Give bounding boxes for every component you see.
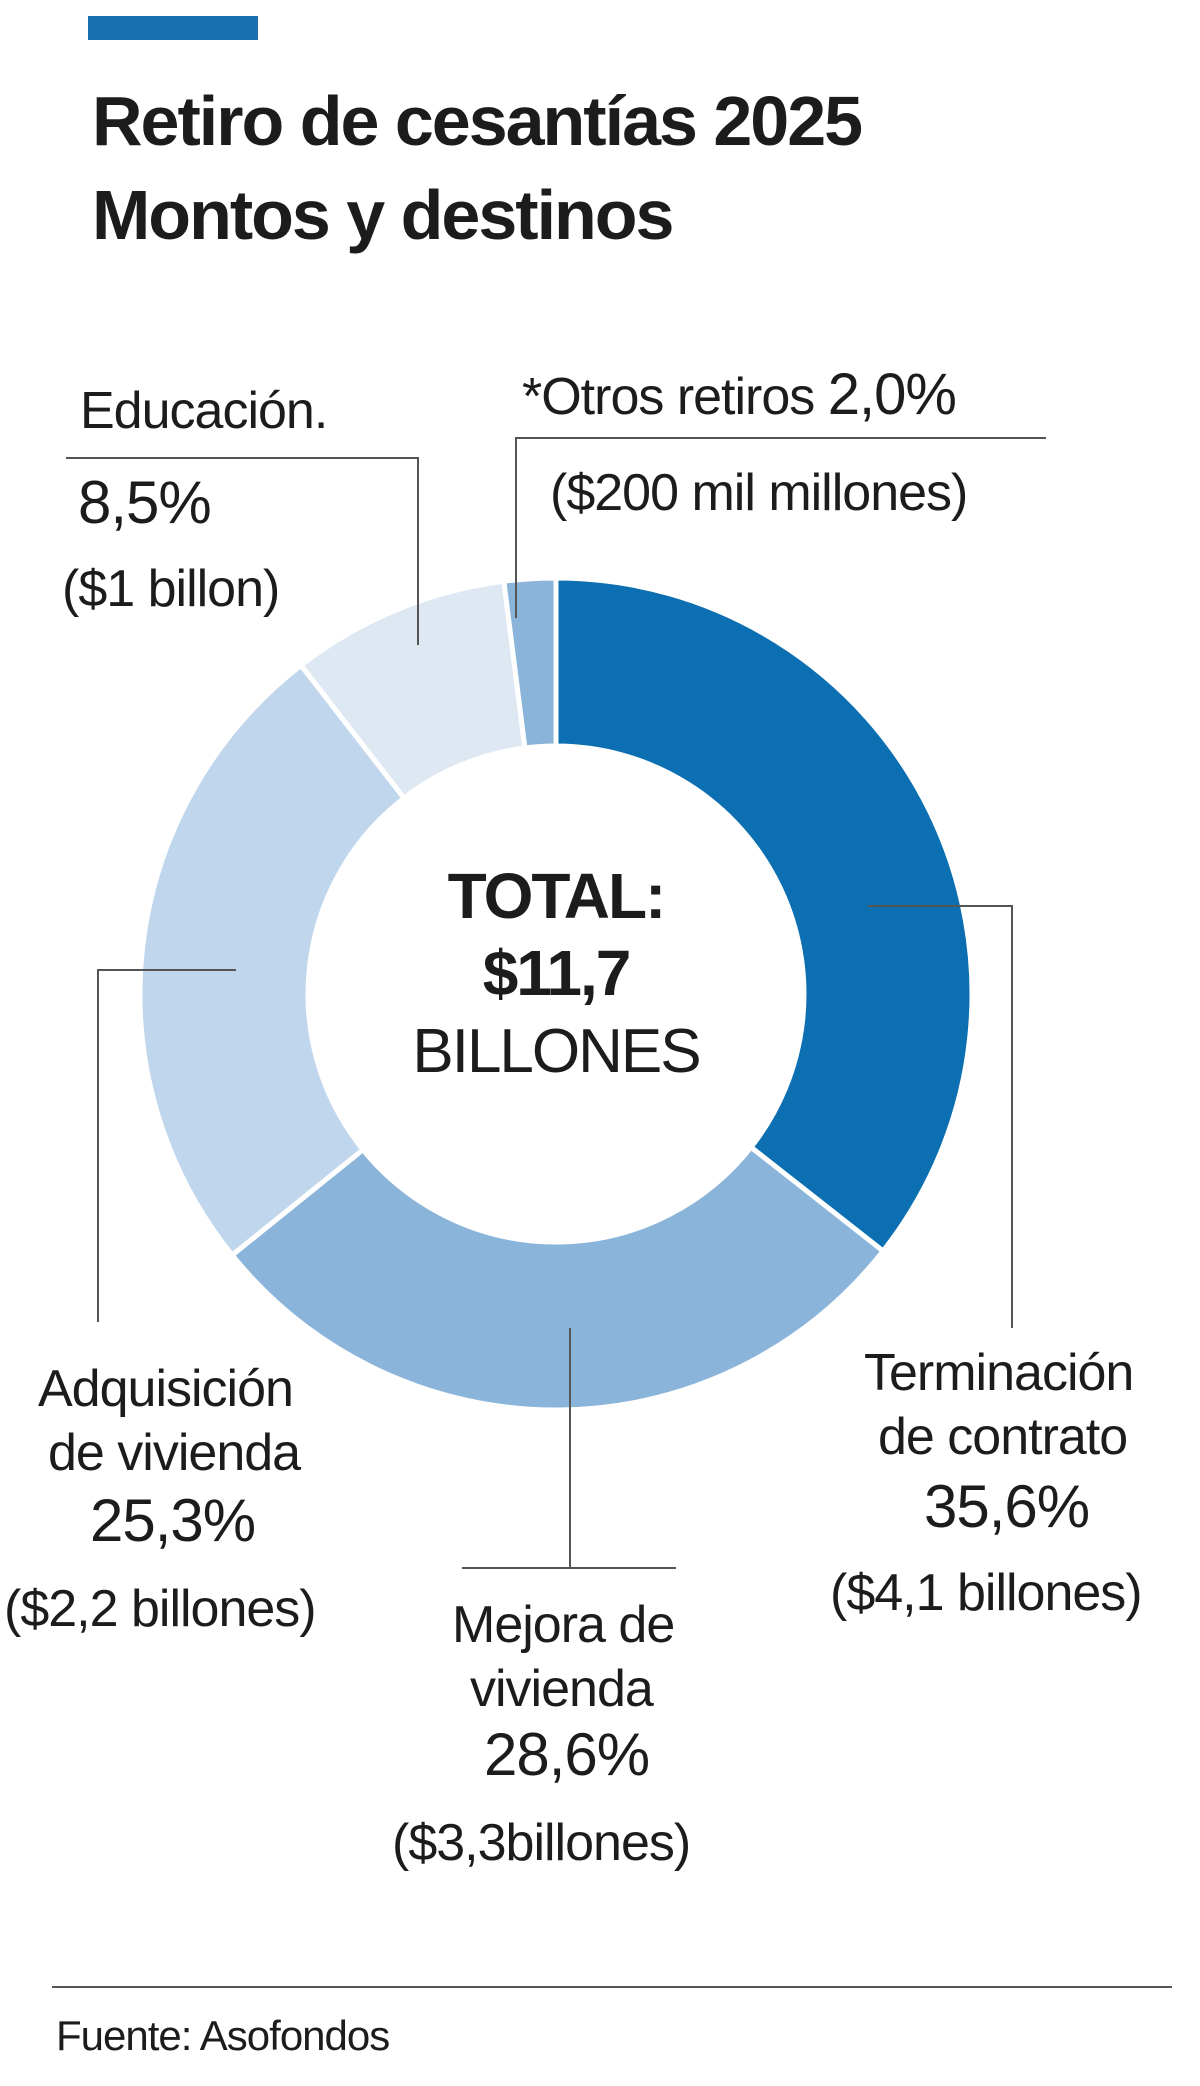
label-otros-amount: ($200 mil millones) — [550, 464, 968, 522]
leader-educacion — [66, 457, 419, 645]
center-total-label: TOTAL: — [448, 860, 665, 932]
label-adquisicion-name-1: Adquisición — [38, 1360, 294, 1418]
footer-divider — [52, 1986, 1172, 1988]
chart-title-line-2: Montos y destinos — [92, 176, 674, 254]
donut-slices — [137, 575, 975, 1413]
leader-adquisicion — [97, 969, 236, 1322]
leader-terminacion — [868, 905, 1013, 1328]
leader-otros — [515, 437, 1046, 618]
label-terminacion-name-1: Terminación — [864, 1344, 1134, 1402]
label-educacion-pct: 8,5% — [78, 469, 212, 536]
donut-slice-adquisicion — [137, 661, 408, 1259]
leader-lines — [66, 437, 1046, 1569]
label-terminacion-amount: ($4,1 billones) — [830, 1564, 1143, 1622]
accent-bar — [88, 16, 258, 40]
label-mejora-pct: 28,6% — [484, 1721, 650, 1788]
label-otros-prefix: *Otros retiros — [522, 368, 815, 426]
center-total-value: $11,7 — [483, 937, 630, 1009]
label-terminacion-name-2: de contrato — [878, 1408, 1128, 1466]
label-otros-pct: 2,0% — [827, 362, 957, 427]
donut-slice-otros — [501, 575, 559, 751]
label-adquisicion-name-2: de vivienda — [48, 1424, 301, 1482]
leader-mejora — [462, 1328, 676, 1569]
chart-title-line-1: Retiro de cesantías 2025 — [92, 82, 863, 160]
label-mejora-name-2: vivienda — [470, 1660, 654, 1718]
label-adquisicion-amount: ($2,2 billones) — [4, 1580, 317, 1638]
donut-slice-terminacion — [553, 575, 975, 1255]
label-adquisicion-pct: 25,3% — [90, 1487, 256, 1554]
donut-slice-mejora — [228, 1143, 887, 1413]
label-educacion-name: Educación. — [80, 382, 328, 440]
center-total-unit: BILLONES — [412, 1017, 699, 1086]
label-terminacion-pct: 35,6% — [924, 1473, 1090, 1540]
center-total: TOTAL: $11,7 BILLONES — [412, 860, 701, 1086]
donut-chart: TOTAL: $11,7 BILLONES — [66, 437, 1046, 1569]
label-educacion-amount: ($1 billon) — [62, 560, 280, 618]
label-mejora-name-1: Mejora de — [452, 1596, 675, 1654]
source-note: Fuente: Asofondos — [56, 2012, 390, 2059]
label-otros: *Otros retiros 2,0% — [522, 362, 957, 430]
label-mejora-amount: ($3,3billones) — [392, 1814, 691, 1872]
